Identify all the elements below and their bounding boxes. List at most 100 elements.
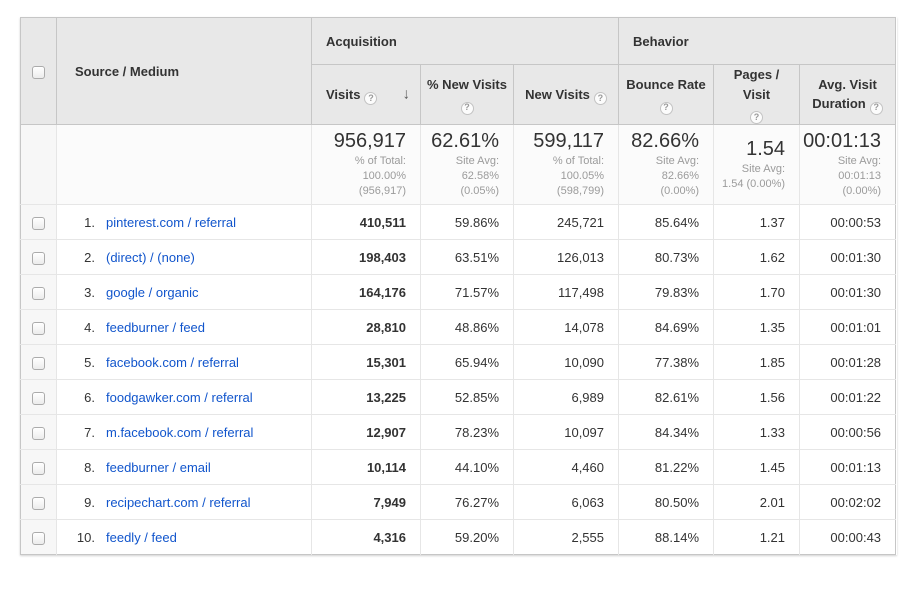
visits-value: 13,225 <box>311 379 421 415</box>
row-checkbox[interactable] <box>32 496 45 510</box>
column-header-pages-visit[interactable]: Pages / Visit ? <box>713 63 801 126</box>
summary-bounce-rate-subtext: Site Avg: 82.66% (0.00%) <box>655 155 700 198</box>
summary-avg-visit-duration-cell: 00:01:13 Site Avg: 00:01:13 (0.00%) <box>799 124 896 205</box>
pct-new-visits-value: 63.51% <box>420 239 514 275</box>
source-medium-link[interactable]: feedburner / email <box>106 459 211 475</box>
summary-pct-new-visits-value: 62.61% <box>431 130 499 153</box>
row-checkbox[interactable] <box>32 286 45 300</box>
new-visits-value: 10,090 <box>512 344 619 380</box>
source-medium-cell: 5. facebook.com / referral <box>56 344 312 380</box>
row-number: 9. <box>84 494 95 510</box>
help-icon[interactable]: ? <box>460 101 474 115</box>
row-checkbox[interactable] <box>32 216 45 230</box>
visits-value: 410,511 <box>311 204 421 240</box>
visits-value: 198,403 <box>311 239 421 275</box>
source-medium-table: Source / Medium Acquisition Behavior Vis… <box>20 16 897 556</box>
avg-duration-value: 00:01:30 <box>799 239 896 275</box>
new-visits-value: 14,078 <box>512 309 619 345</box>
visits-value: 12,907 <box>311 414 421 450</box>
summary-visits-cell: 956,917 % of Total: 100.00% (956,917) <box>311 124 421 205</box>
avg-visit-duration-header-label: Avg. Visit Duration <box>812 76 877 112</box>
source-medium-link[interactable]: facebook.com / referral <box>106 354 239 370</box>
source-medium-link[interactable]: google / organic <box>106 284 199 300</box>
bounce-rate-value: 77.38% <box>618 344 714 380</box>
bounce-rate-header-label: Bounce Rate <box>626 76 706 92</box>
help-icon[interactable]: ? <box>750 111 764 125</box>
help-icon[interactable]: ? <box>364 91 378 105</box>
source-medium-link[interactable]: (direct) / (none) <box>106 249 195 265</box>
table-row: 6. foodgawker.com / referral 13,225 52.85… <box>20 379 896 415</box>
source-medium-link[interactable]: pinterest.com / referral <box>106 214 237 230</box>
summary-new-visits-value: 599,117 <box>533 130 605 153</box>
avg-duration-value: 00:00:53 <box>799 204 896 240</box>
row-checkbox[interactable] <box>32 356 45 370</box>
visits-value: 7,949 <box>311 484 421 520</box>
source-medium-link[interactable]: recipechart.com / referral <box>106 494 251 510</box>
row-select-cell <box>20 379 57 415</box>
row-number: 7. <box>84 424 95 440</box>
row-number: 5. <box>84 354 95 370</box>
select-all-checkbox[interactable] <box>32 65 45 79</box>
pages-visit-value: 1.45 <box>713 449 800 485</box>
row-checkbox[interactable] <box>32 531 45 545</box>
row-select-cell <box>20 484 57 520</box>
column-header-new-visits[interactable]: New Visits? <box>512 63 620 126</box>
help-icon[interactable]: ? <box>593 91 607 105</box>
column-header-visits[interactable]: Visits? ↓ <box>311 63 421 126</box>
source-medium-link[interactable]: foodgawker.com / referral <box>106 389 253 405</box>
pages-visit-header-label: Pages / Visit <box>733 67 780 102</box>
visits-value: 28,810 <box>311 309 421 345</box>
column-header-source-medium[interactable]: Source / Medium <box>56 16 312 126</box>
analytics-table-sheet: Source / Medium Acquisition Behavior Vis… <box>20 16 897 556</box>
row-checkbox[interactable] <box>32 321 45 335</box>
summary-pages-visit-cell: 1.54 Site Avg: 1.54 (0.00%) <box>713 124 800 205</box>
summary-avg-visit-duration-subtext: Site Avg: 00:01:13 (0.00%) <box>837 155 882 198</box>
pct-new-visits-value: 52.85% <box>420 379 514 415</box>
row-checkbox[interactable] <box>32 391 45 405</box>
avg-duration-value: 00:01:13 <box>799 449 896 485</box>
source-medium-cell: 10. feedly / feed <box>56 519 312 555</box>
avg-duration-value: 00:02:02 <box>799 484 896 520</box>
summary-new-visits-cell: 599,117 % of Total: 100.05% (598,799) <box>512 124 619 205</box>
row-select-cell <box>20 204 57 240</box>
source-medium-link[interactable]: feedly / feed <box>106 529 177 545</box>
bounce-rate-value: 84.34% <box>618 414 714 450</box>
help-icon[interactable]: ? <box>659 101 673 115</box>
pct-new-visits-value: 48.86% <box>420 309 514 345</box>
row-number: 8. <box>84 459 95 475</box>
pages-visit-value: 1.85 <box>713 344 800 380</box>
source-medium-cell: 2. (direct) / (none) <box>56 239 312 275</box>
pages-visit-value: 1.62 <box>713 239 800 275</box>
row-checkbox[interactable] <box>32 461 45 475</box>
new-visits-value: 117,498 <box>512 274 619 310</box>
pages-visit-value: 1.35 <box>713 309 800 345</box>
pages-visit-value: 1.56 <box>713 379 800 415</box>
source-medium-link[interactable]: feedburner / feed <box>106 319 206 335</box>
pages-visit-value: 1.33 <box>713 414 800 450</box>
avg-duration-value: 00:00:43 <box>799 519 896 555</box>
summary-pct-new-visits-subtext: Site Avg: 62.58% (0.05%) <box>455 155 499 198</box>
pct-new-visits-value: 78.23% <box>420 414 514 450</box>
pages-visit-value: 2.01 <box>713 484 800 520</box>
column-header-row: Visits? ↓ % New Visits ? New Visits? Bou… <box>21 63 897 126</box>
column-header-avg-visit-duration[interactable]: Avg. Visit Duration? <box>799 63 897 126</box>
row-select-cell <box>20 519 57 555</box>
new-visits-value: 245,721 <box>512 204 619 240</box>
help-icon[interactable]: ? <box>869 101 883 115</box>
bounce-rate-value: 84.69% <box>618 309 714 345</box>
row-number: 4. <box>84 319 95 335</box>
source-medium-header-label: Source / Medium <box>75 63 180 79</box>
column-header-bounce-rate[interactable]: Bounce Rate ? <box>618 63 715 126</box>
row-checkbox[interactable] <box>32 251 45 265</box>
pages-visit-value: 1.37 <box>713 204 800 240</box>
bounce-rate-value: 80.50% <box>618 484 714 520</box>
row-select-cell <box>20 274 57 310</box>
source-medium-link[interactable]: m.facebook.com / referral <box>106 424 254 440</box>
row-checkbox[interactable] <box>32 426 45 440</box>
row-number: 6. <box>84 389 95 405</box>
table-row: 5. facebook.com / referral 15,301 65.94% … <box>20 344 896 380</box>
avg-duration-value: 00:01:28 <box>799 344 896 380</box>
sort-descending-icon[interactable]: ↓ <box>402 84 411 102</box>
new-visits-value: 2,555 <box>512 519 619 555</box>
column-header-pct-new-visits[interactable]: % New Visits ? <box>420 63 514 126</box>
